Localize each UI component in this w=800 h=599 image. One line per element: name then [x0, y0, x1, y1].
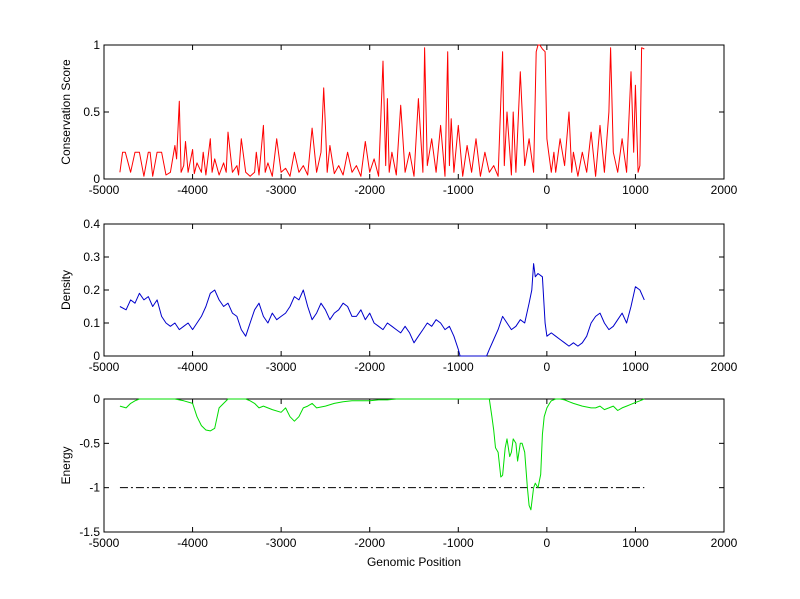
x-tick-label: -5000 [89, 360, 120, 374]
x-axis-label: Genomic Position [367, 555, 461, 569]
series-line-2-1 [119, 263, 645, 357]
x-tick-label: 2000 [711, 536, 738, 550]
y-tick-label: -1 [89, 481, 100, 495]
x-tick-label: -3000 [266, 183, 297, 197]
x-tick-label: -2000 [354, 536, 385, 550]
y-tick-label: 0.3 [83, 250, 100, 264]
series-line-1-1 [119, 44, 645, 177]
x-tick-label: -2000 [354, 183, 385, 197]
y-tick-label: 0 [93, 349, 100, 363]
x-tick-label: -4000 [177, 183, 208, 197]
y-tick-label: 0.1 [83, 316, 100, 330]
x-tick-label: -3000 [266, 536, 297, 550]
x-tick-label: -5000 [89, 536, 120, 550]
y-tick-label: 1 [93, 38, 100, 52]
x-tick-label: -2000 [354, 360, 385, 374]
y-tick-label: -0.5 [79, 436, 100, 450]
x-tick-label: -1000 [443, 360, 474, 374]
y-tick-label: 0.2 [83, 283, 100, 297]
y-tick-label: 0.4 [83, 217, 100, 231]
x-tick-label: 0 [544, 536, 551, 550]
x-tick-label: 1000 [622, 536, 649, 550]
x-tick-label: -3000 [266, 360, 297, 374]
y-tick-label: 0 [93, 392, 100, 406]
chart-panel-2: -5000 -4000 -3000 -2000 -1000 0 1000 2000 0 0.1 0.… [59, 217, 738, 374]
x-tick-label: 2000 [711, 183, 738, 197]
x-tick-label: -5000 [89, 183, 120, 197]
y-tick-label: -1.5 [79, 525, 100, 539]
x-tick-label: -4000 [177, 536, 208, 550]
y-tick-label: 0 [93, 172, 100, 186]
y-axis-label: Density [59, 270, 73, 310]
x-tick-label: -1000 [443, 183, 474, 197]
y-tick-label: 0.5 [83, 105, 100, 119]
y-axis-label: Conservation Score [59, 59, 73, 165]
y-axis-label: Energy [59, 446, 73, 484]
x-tick-label: 1000 [622, 360, 649, 374]
x-tick-label: -1000 [443, 536, 474, 550]
x-tick-label: 1000 [622, 183, 649, 197]
x-tick-label: 0 [544, 360, 551, 374]
chart-panel-3: -5000 -4000 -3000 -2000 -1000 0 1000 2000 -1.5 -1… [59, 392, 738, 569]
chart-panel-1: -5000 -4000 -3000 -2000 -1000 0 1000 2000 0 0.5 1 C… [59, 38, 738, 197]
x-tick-label: 0 [544, 183, 551, 197]
x-tick-label: -4000 [177, 360, 208, 374]
x-tick-label: 2000 [711, 360, 738, 374]
series-line-3-1 [119, 398, 645, 511]
